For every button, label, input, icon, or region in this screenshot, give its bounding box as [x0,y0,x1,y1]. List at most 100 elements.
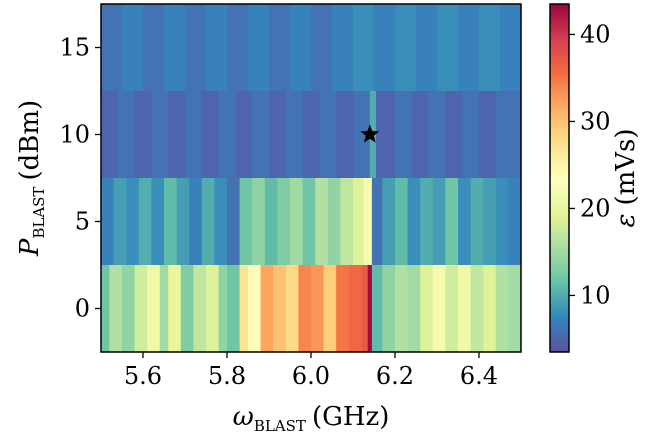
heatmap-cells [101,4,521,352]
heatmap-cell [273,265,287,352]
heatmap-cell [327,178,341,265]
heatmap-cell [470,178,484,265]
heatmap-cell [151,91,169,178]
heatmap-cell [371,265,383,352]
heatmap-cell [290,4,312,91]
heatmap-cell [252,178,266,265]
heatmap-cell [374,4,396,91]
heatmap-cell [458,178,472,265]
x-axis-label: ωBLAST (GHz) [233,402,390,435]
y-tick-label: 15 [59,34,90,62]
heatmap-cell [323,265,337,352]
heatmap-cell [248,265,262,352]
heatmap-cell [311,265,325,352]
heatmap-cell [264,178,278,265]
heatmap-cell [361,265,369,352]
heatmap-cell [445,91,463,178]
heatmap-cell [395,91,413,178]
heatmap-cell [193,265,207,352]
heatmap-cell [411,91,430,178]
heatmap-cell [363,178,373,265]
y-tick-label: 10 [59,121,90,149]
heatmap-cell [113,178,127,265]
heatmap-cell [315,178,329,265]
heatmap-cell [298,265,312,352]
heatmap-cell [277,178,291,265]
heatmap-cell [382,265,396,352]
heatmap-cell [353,91,371,178]
x-axis-ticks: 5.6 5.8 6.0 6.2 6.4 [124,352,498,390]
x-tick-label: 6.0 [292,362,330,390]
heatmap-cell [302,91,320,178]
heatmap-cell [500,4,521,91]
heatmap-cell [407,178,421,265]
heatmap-cell [376,91,396,178]
star-marker [360,124,380,143]
heatmap-cell [336,91,354,178]
heatmap-cell [239,265,249,352]
colorbar-tick-label: 40 [580,20,611,48]
heatmap-cell [495,91,521,178]
heatmap-cell [151,178,165,265]
heatmap-cell [227,4,249,91]
heatmap-cell [206,265,220,352]
heatmap-cell [235,91,253,178]
heatmap-cell [122,4,144,91]
heatmap-cell [483,178,497,265]
heatmap-cell [470,265,484,352]
heatmap-cell [420,265,434,352]
heatmap-cell [420,178,434,265]
colorbar [549,3,570,353]
heatmap-cell [164,4,186,91]
y-axis-ticks: 0 5 10 15 [59,34,101,323]
x-tick-label: 6.4 [460,362,498,390]
heatmap-cell [218,91,236,178]
heatmap-cell [201,91,220,178]
colorbar-ticks: 10 20 30 40 [569,20,611,309]
x-tick-label: 5.8 [208,362,246,390]
heatmap-cell [319,91,337,178]
heatmap-cell [101,91,119,178]
heatmap-cell [479,91,497,178]
colorbar-tick-label: 10 [580,281,611,309]
heatmap-cell [176,178,190,265]
heatmap-cell [143,4,165,91]
heatmap-cell [122,265,136,352]
heatmap-cell [445,265,459,352]
heatmap-cell [348,265,362,352]
heatmap-cell [495,265,509,352]
heatmap-cell [227,265,241,352]
heatmap-cell [285,265,299,352]
heatmap-cell [138,178,152,265]
heatmap-cell [109,265,123,352]
colorbar-tick-label: 20 [580,194,611,222]
colorbar-tick-label: 30 [580,107,611,135]
marker-star [360,124,380,143]
heatmap-cell [134,265,148,352]
heatmap-cell [201,178,215,265]
heatmap-cell [227,178,241,265]
heatmap-cell [147,265,161,352]
heatmap-cell [416,4,438,91]
heatmap-cell [353,178,365,265]
heatmap-cell [311,4,333,91]
heatmap-cell [101,4,123,91]
heatmap-cell [168,265,182,352]
heatmap-cell [248,4,270,91]
heatmap-cell [445,178,459,265]
heatmap-cell [479,4,501,91]
heatmap-cell [214,178,228,265]
x-tick-label: 6.2 [376,362,414,390]
heatmap-cell [395,4,417,91]
heatmap-cell [508,265,521,352]
heatmap-cell [180,265,194,352]
heatmap-cell [269,91,287,178]
heatmap-cell [508,178,521,265]
heatmap-cell [432,178,446,265]
heatmap-cell [458,265,472,352]
heatmap-cell [260,265,274,352]
y-axis-label: PBLAST(dBm) [15,100,48,257]
heatmap-cell [371,178,383,265]
heatmap-cell [252,91,270,178]
